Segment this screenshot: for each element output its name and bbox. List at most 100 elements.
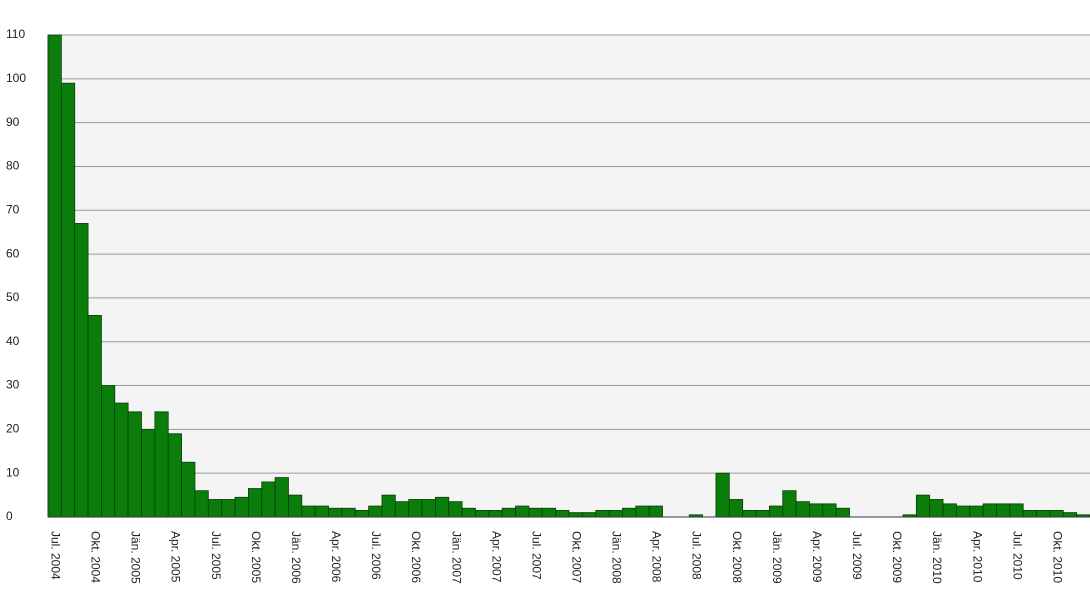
y-tick-label: 60 (6, 246, 20, 260)
bar (822, 503, 837, 518)
x-tick-label: Okt. 2008 (730, 531, 744, 583)
x-tick-label: Okt. 2007 (570, 531, 584, 583)
x-tick-label: Okt. 2010 (1050, 531, 1064, 583)
bar (728, 499, 744, 518)
bar (141, 428, 156, 518)
bar (60, 82, 76, 518)
bar (461, 507, 476, 518)
bar (194, 490, 209, 518)
bar (74, 223, 89, 518)
bar (1036, 510, 1051, 518)
bar (328, 507, 343, 518)
bar (1022, 510, 1037, 518)
bar (555, 510, 570, 518)
bar (929, 499, 944, 518)
bar (648, 505, 663, 518)
x-tick-label: Jul. 2010 (1010, 531, 1024, 580)
x-tick-label: Jän. 2005 (129, 531, 143, 584)
x-tick-label: Jul. 2008 (690, 531, 704, 580)
y-tick-label: 100 (6, 71, 26, 85)
bar (782, 490, 797, 518)
bar (207, 499, 223, 518)
x-tick-label: Jul. 2004 (49, 531, 63, 580)
bar (47, 34, 62, 518)
y-tick-label: 90 (6, 115, 20, 129)
bar (795, 501, 810, 518)
x-tick-label: Apr. 2007 (489, 531, 503, 583)
bar (368, 505, 383, 518)
bar (301, 505, 316, 518)
bar (448, 501, 463, 518)
bar (809, 503, 824, 518)
x-tick-label: Apr. 2010 (970, 531, 984, 583)
y-tick-label: 10 (6, 465, 20, 479)
x-tick-label: Jul. 2009 (850, 531, 864, 580)
bar (381, 494, 396, 518)
bar (501, 507, 516, 518)
bar (234, 496, 249, 518)
bar (515, 505, 530, 518)
bar (1062, 512, 1078, 518)
bar (314, 505, 329, 518)
x-tick-label: Okt. 2004 (89, 531, 103, 583)
bar (755, 510, 770, 518)
bar (101, 385, 116, 518)
x-tick-label: Apr. 2005 (169, 531, 183, 583)
plot-area (48, 35, 1090, 517)
x-tick-label: Apr. 2006 (329, 531, 343, 583)
bar (247, 488, 263, 518)
bar (1049, 510, 1064, 518)
x-tick-label: Jän. 2010 (930, 531, 944, 584)
x-tick-label: Jän. 2009 (770, 531, 784, 584)
bar (608, 510, 623, 518)
y-tick-label: 110 (6, 27, 25, 41)
x-tick-label: Okt. 2006 (409, 531, 423, 583)
bar (956, 505, 971, 518)
y-tick-label: 80 (6, 159, 20, 173)
bar (528, 507, 543, 518)
bar (354, 510, 370, 518)
bar (341, 507, 356, 518)
bar (595, 510, 610, 518)
bar (622, 507, 637, 518)
bar (915, 494, 931, 518)
bar (635, 505, 650, 518)
bar (835, 507, 850, 518)
bar (1009, 503, 1024, 518)
bar (181, 461, 196, 518)
bar (274, 477, 289, 518)
x-tick-label: Apr. 2008 (650, 531, 664, 583)
bar (581, 512, 597, 518)
bar (475, 510, 490, 518)
bar (221, 499, 236, 518)
bar (261, 481, 276, 518)
bar (969, 505, 984, 518)
bar (114, 402, 129, 518)
bar (768, 505, 784, 518)
bar (982, 503, 997, 518)
x-tick-label: Okt. 2005 (249, 531, 263, 583)
bar (127, 411, 142, 518)
y-tick-label: 40 (6, 334, 20, 348)
bar (568, 512, 583, 518)
bar (541, 507, 557, 518)
bar (942, 503, 957, 518)
bar (408, 499, 423, 518)
bar (435, 496, 450, 518)
y-tick-label: 20 (6, 422, 20, 436)
bar (154, 411, 169, 518)
x-tick-label: Jul. 2007 (529, 531, 543, 580)
y-tick-label: 0 (6, 509, 13, 523)
x-tick-label: Jul. 2006 (369, 531, 383, 580)
x-tick-label: Jän. 2008 (610, 531, 624, 584)
bar (87, 315, 102, 518)
y-tick-label: 70 (6, 202, 20, 216)
x-tick-label: Jän. 2007 (449, 531, 463, 584)
bar (394, 501, 410, 518)
y-tick-label: 30 (6, 378, 20, 392)
x-tick-label: Jän. 2006 (289, 531, 303, 584)
bar (715, 472, 730, 518)
bar (167, 433, 182, 518)
bar (996, 503, 1011, 518)
